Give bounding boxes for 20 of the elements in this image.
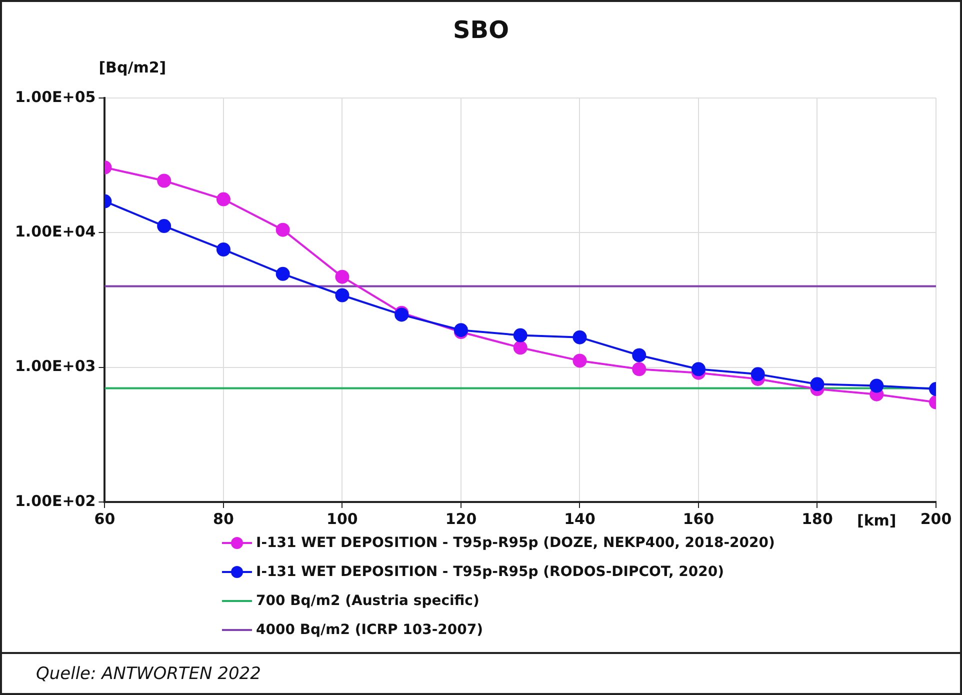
legend-label: 700 Bq/m2 (Austria specific) xyxy=(256,592,480,608)
x-tick-label: 60 xyxy=(94,510,116,528)
x-tick-label: 180 xyxy=(802,510,833,528)
legend-label: I-131 WET DEPOSITION - T95p-R95p (RODOS-DIPCOT, 2020) xyxy=(256,564,724,580)
legend-label: I-131 WET DEPOSITION - T95p-R95p (DOZE, NEKP400, 2018-2020) xyxy=(256,534,775,550)
y-tick-label: 1.00E+03 xyxy=(14,357,96,376)
source-note: Quelle: ANTWORTEN 2022 xyxy=(36,664,261,684)
y-tick-label: 1.00E+05 xyxy=(14,88,96,106)
x-tick-label: 80 xyxy=(213,510,234,528)
x-axis-title: [km] xyxy=(856,511,896,530)
x-tick-label: 200 xyxy=(920,510,952,528)
legend-label: 4000 Bq/m2 (ICRP 103-2007) xyxy=(256,622,484,638)
x-tick-label: 160 xyxy=(682,510,714,528)
x-tick-label: 100 xyxy=(326,510,358,528)
chart-title: SBO xyxy=(452,16,510,44)
y-tick-label: 1.00E+02 xyxy=(14,492,96,510)
y-axis-title: [Bq/m2] xyxy=(98,58,166,76)
y-tick-label: 1.00E+04 xyxy=(14,222,96,241)
x-tick-label: 140 xyxy=(564,510,596,528)
x-tick-label: 120 xyxy=(445,510,477,528)
